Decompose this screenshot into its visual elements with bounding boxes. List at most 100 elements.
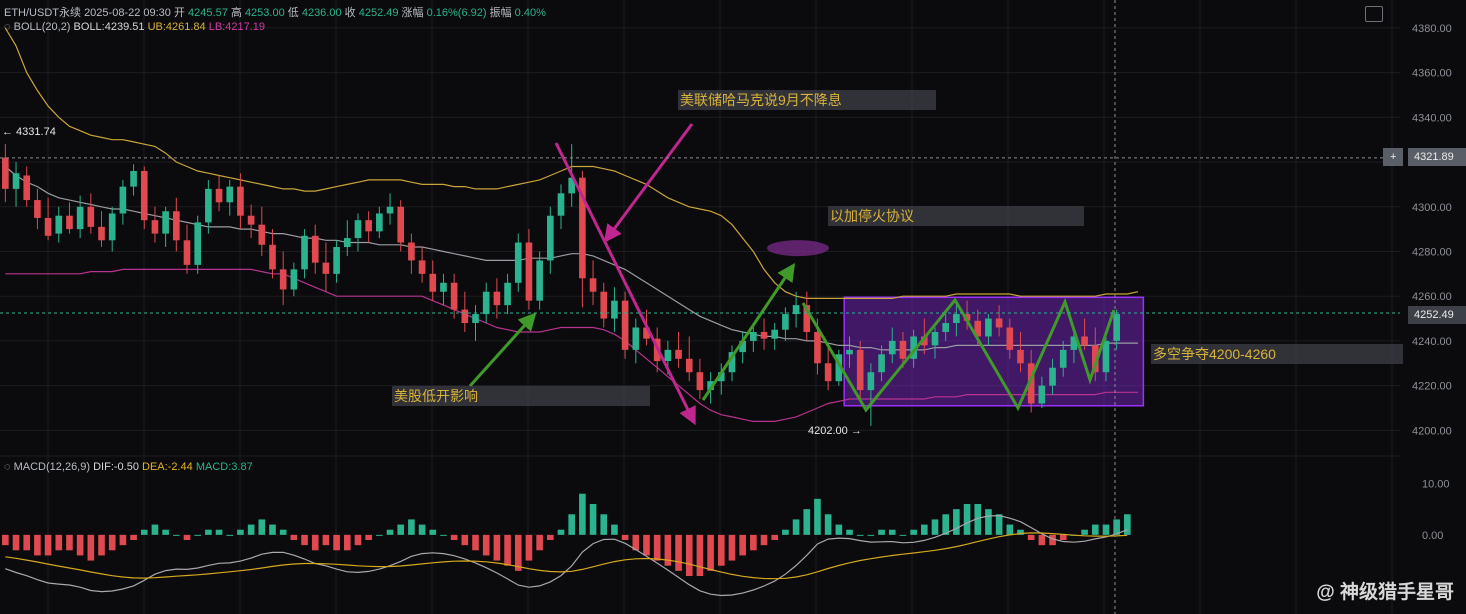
macd-bar: [472, 534, 479, 551]
candle-body: [12, 173, 20, 189]
macd-tick-label: 10.00: [1422, 478, 1450, 490]
candle-body: [995, 318, 1003, 328]
candle-body: [557, 193, 565, 216]
datetime: 2025-08-22 09:30: [84, 7, 171, 19]
candle-body: [696, 372, 704, 391]
candle-body: [846, 349, 853, 355]
candle-body: [279, 269, 287, 290]
high-label: 高: [230, 7, 242, 19]
candle-body: [44, 217, 52, 236]
candle-body: [87, 206, 95, 227]
macd-label: MACD(12,26,9): [13, 461, 91, 473]
macd-bar: [183, 534, 191, 540]
macd-bar: [824, 514, 832, 535]
symbol: ETH/USDT永续: [4, 7, 81, 19]
boll-mid-line: [4, 166, 1138, 351]
macd-bar: [376, 534, 383, 536]
crosshair-price: 4321.89: [1408, 148, 1466, 166]
macd-dea: DEA:-2.44: [142, 461, 193, 473]
candle-body: [600, 291, 608, 319]
candle-body: [547, 215, 554, 261]
macd-bar: [1038, 534, 1046, 546]
candle-body: [803, 305, 811, 332]
macd-tick-label: 0.00: [1422, 530, 1443, 542]
macd-bar: [461, 534, 469, 546]
candle-body: [1017, 349, 1024, 364]
macd-bar: [1091, 524, 1099, 535]
macd-bar: [247, 524, 255, 535]
candle-body: [173, 211, 180, 241]
macd-bar: [653, 534, 661, 561]
candle-body: [899, 340, 907, 359]
annotation-stocks: 美股低开影响: [392, 386, 650, 406]
candle-body: [931, 331, 939, 346]
crosshair-plus[interactable]: +: [1383, 148, 1404, 166]
y-tick-label: 4220.00: [1412, 381, 1452, 393]
macd-bar: [675, 534, 682, 571]
green-arrow-rebound: [701, 263, 796, 401]
candle-body: [888, 340, 896, 355]
candle-body: [942, 323, 949, 332]
candle-body: [792, 305, 800, 315]
macd-bar: [87, 534, 95, 561]
candle-body: [247, 215, 255, 225]
watermark: @ 神级猎手星哥: [1316, 582, 1454, 603]
boll-icon[interactable]: ◌: [4, 21, 11, 33]
macd-bar: [589, 504, 597, 535]
candle-body: [579, 177, 586, 279]
boll-mid: BOLL:4239.51: [73, 21, 145, 33]
macd-bar: [429, 529, 437, 535]
macd-bar: [867, 534, 875, 536]
macd-dif: DIF:-0.50: [93, 461, 139, 473]
macd-bar: [974, 504, 982, 535]
close-label: 收: [344, 7, 356, 19]
candle-body: [493, 291, 501, 306]
macd-bar: [579, 493, 586, 535]
candle-body: [643, 327, 650, 339]
candle-body: [66, 215, 73, 230]
macd-bar: [931, 519, 939, 535]
boll-info: ◌ BOLL(20,2) BOLL:4239.51 UB:4261.84 LB:…: [4, 21, 265, 33]
macd-bar: [504, 534, 511, 566]
macd-bar: [237, 529, 244, 535]
macd-bar: [782, 529, 789, 535]
candle-body: [728, 352, 736, 373]
candle-body: [343, 238, 351, 248]
candle-body: [1027, 363, 1035, 404]
candle-body: [771, 329, 779, 339]
macd-bar: [1006, 524, 1014, 535]
macd-bar: [365, 534, 372, 540]
macd-bar: [696, 534, 704, 576]
macd-icon[interactable]: ◌: [4, 461, 11, 473]
candle-body: [365, 220, 372, 232]
candle-body: [472, 314, 479, 324]
candle-body: [194, 222, 201, 265]
highlight-ellipse: [767, 240, 829, 257]
reference-lines: [0, 0, 1400, 614]
candle-body: [611, 300, 618, 319]
macd-bar: [995, 514, 1003, 535]
macd-bar: [985, 509, 992, 535]
macd-bar: [119, 534, 127, 546]
candle-body: [140, 170, 148, 221]
fullscreen-icon[interactable]: [1365, 6, 1383, 22]
candle-body: [98, 226, 105, 241]
y-tick-label: 4200.00: [1412, 425, 1452, 437]
macd-bar: [2, 534, 9, 546]
macd-bar: [226, 534, 234, 536]
green-zigzag: [801, 297, 1116, 413]
macd-bar: [717, 534, 725, 566]
candle-body: [504, 282, 511, 306]
boll-label: BOLL(20,2): [13, 21, 71, 33]
green-arrow-stocks: [468, 312, 537, 388]
boll-lower-line: [5, 268, 1138, 422]
y-tick-label: 4360.00: [1412, 68, 1452, 80]
macd-bar: [707, 534, 714, 571]
macd-bar: [311, 534, 319, 551]
candle-body: [301, 235, 308, 270]
change-label: 涨幅: [401, 7, 424, 19]
candle-body: [910, 336, 917, 359]
candle-body: [750, 331, 757, 341]
close-value: 4252.49: [358, 7, 399, 19]
candle-body: [1049, 367, 1056, 386]
